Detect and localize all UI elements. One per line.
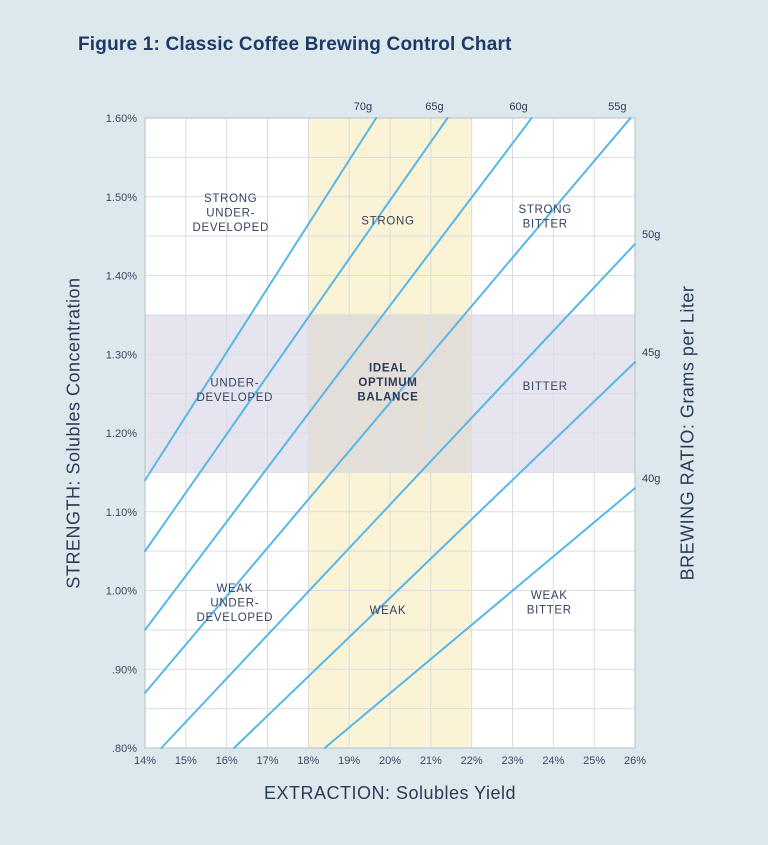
ratio-line-55g (144, 117, 632, 694)
ratio-line-label: 45g (642, 347, 660, 359)
x-tick-label: 22% (461, 755, 483, 767)
x-tick-label: 24% (542, 755, 564, 767)
y-tick-label: 1.30% (106, 349, 137, 361)
ratio-line-50g (160, 243, 636, 749)
ratio-line-65g (144, 117, 449, 553)
ratio-line-45g (233, 361, 636, 749)
x-tick-label: 17% (256, 755, 278, 767)
x-tick-label: 19% (338, 755, 360, 767)
x-tick-label: 23% (501, 755, 523, 767)
x-tick-label: 14% (134, 755, 156, 767)
region-label: WEAK BITTER (527, 590, 572, 617)
ratio-line-label: 55g (608, 101, 626, 113)
ratio-line-label: 40g (642, 473, 660, 485)
y-tick-label: 1.20% (106, 428, 137, 440)
region-label: STRONG (361, 215, 414, 227)
y-tick-label: 1.50% (106, 192, 137, 204)
ratio-line-70g (144, 117, 378, 482)
x-tick-label: 15% (175, 755, 197, 767)
figure-title: Figure 1: Classic Coffee Brewing Control… (78, 34, 512, 55)
region-label: STRONG UNDER-DEVELOPED (192, 193, 269, 234)
y-tick-label: 1.60% (106, 113, 137, 125)
y-tick-label: 1.00% (106, 586, 137, 598)
y-tick-label: 1.10% (106, 507, 137, 519)
ratio-line-label: 70g (354, 101, 372, 113)
x-tick-label: 20% (379, 755, 401, 767)
x-tick-label: 25% (583, 755, 605, 767)
plot-border (144, 117, 636, 749)
region-label: IDEAL OPTIMUM BALANCE (357, 362, 418, 403)
region-label: WEAK (370, 605, 407, 617)
x-axis-title-extraction: EXTRACTION: Solubles Yield (263, 783, 517, 803)
x-tick-label: 21% (420, 755, 442, 767)
region-label: WEAK UNDER-DEVELOPED (197, 583, 274, 624)
region-label: UNDER-DEVELOPED (197, 377, 274, 404)
ratio-line-40g (323, 487, 636, 749)
x-tick-label: 18% (297, 755, 319, 767)
y-tick-label: 1.40% (106, 271, 137, 283)
ratio-line-label: 50g (642, 229, 660, 241)
y-tick-label: .90% (112, 664, 137, 676)
region-label: BITTER (523, 381, 568, 393)
ratio-line-label: 65g (425, 101, 443, 113)
ratio-line-label: 60g (509, 101, 527, 113)
x-tick-label: 16% (216, 755, 238, 767)
x-tick-label: 26% (624, 755, 646, 767)
ratio-line-60g (144, 117, 533, 631)
region-label: STRONG BITTER (518, 204, 571, 231)
y-tick-label: .80% (112, 743, 137, 755)
